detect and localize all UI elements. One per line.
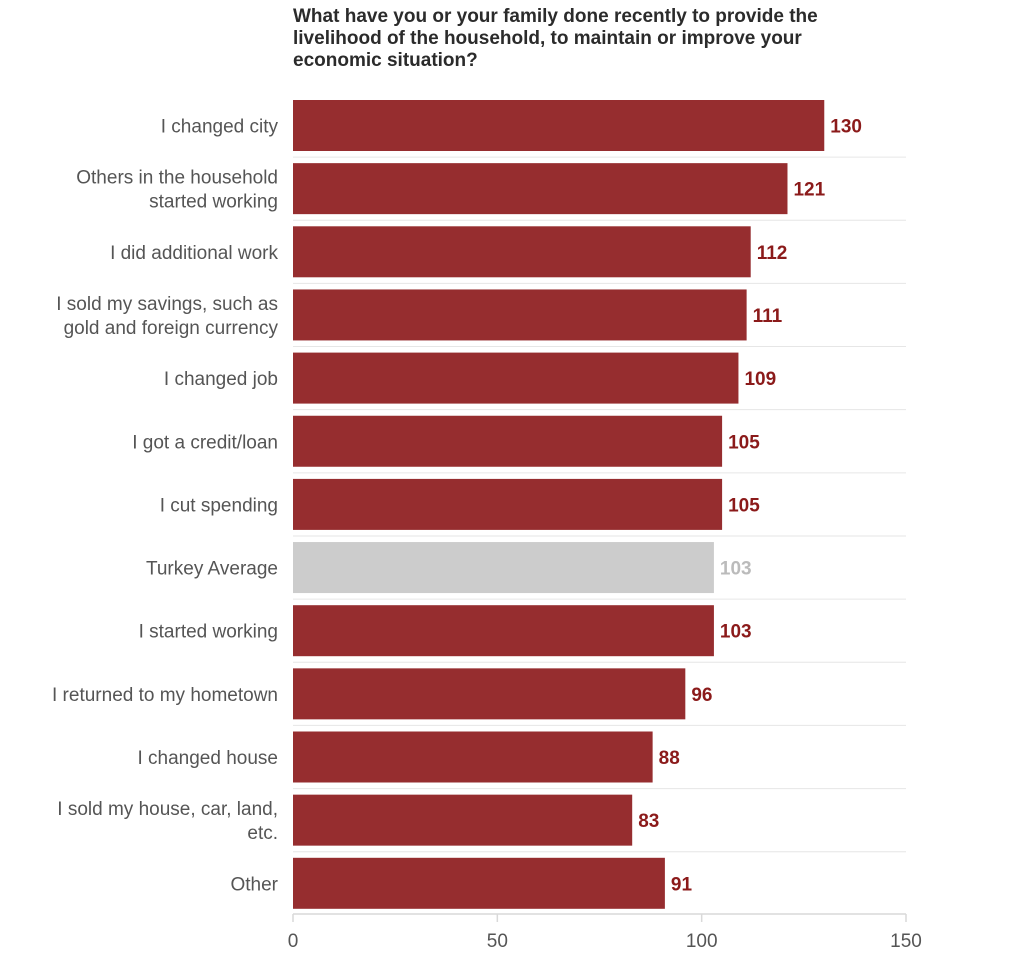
category-label-line: Other — [230, 874, 278, 895]
chart-title: What have you or your family done recent… — [293, 6, 818, 71]
bar — [293, 163, 788, 215]
x-tick-label: 150 — [890, 931, 922, 952]
bar — [293, 794, 633, 846]
bar-value-label: 121 — [793, 180, 825, 201]
x-tick-label: 50 — [487, 931, 508, 952]
row-separators — [293, 156, 906, 853]
category-label-line: I cut spending — [160, 495, 278, 516]
category-label-line: Others in the household — [76, 168, 278, 189]
bar — [293, 226, 751, 278]
category-label: I changed job — [164, 369, 278, 390]
bar — [293, 857, 665, 909]
bar — [293, 415, 723, 467]
category-label: I changed city — [161, 117, 279, 138]
category-label-line: I changed city — [161, 117, 279, 138]
x-tick-label: 100 — [686, 931, 718, 952]
category-label: I got a credit/loan — [132, 432, 278, 453]
category-label-line: I sold my savings, such as — [56, 294, 278, 315]
bar-value-label: 111 — [753, 306, 783, 327]
bar-highlight — [293, 542, 714, 594]
category-label-line: I started working — [139, 622, 278, 643]
bar — [293, 668, 686, 720]
bar-value-label: 91 — [671, 874, 693, 895]
x-tick-label: 0 — [288, 931, 299, 952]
category-label: Other — [230, 874, 278, 895]
category-label: I cut spending — [160, 495, 278, 516]
bar — [293, 731, 653, 783]
bar — [293, 289, 747, 341]
bar-value-label: 105 — [728, 432, 760, 453]
bar — [293, 605, 714, 657]
category-label: I returned to my hometown — [52, 685, 278, 706]
bar-value-label: 83 — [638, 811, 659, 832]
category-label: I changed house — [137, 748, 278, 769]
category-label: I started working — [139, 622, 278, 643]
category-label: I sold my savings, such as gold and forei… — [56, 294, 278, 339]
category-label: I did additional work — [110, 243, 278, 264]
category-labels: I changed city Others in the household sta… — [52, 117, 279, 896]
category-label: Turkey Average — [146, 559, 278, 580]
category-label-line: started working — [149, 192, 278, 213]
bar-value-label: 109 — [744, 369, 776, 390]
bar-value-label: 88 — [659, 748, 680, 769]
bar-value-label: 96 — [691, 685, 712, 706]
category-label-line: gold and foreign currency — [64, 318, 279, 339]
bar — [293, 352, 739, 404]
category-label-line: I changed house — [137, 748, 278, 769]
category-label-line: I returned to my hometown — [52, 685, 278, 706]
bar — [293, 100, 825, 151]
category-label-line: I changed job — [164, 369, 278, 390]
bar-value-label: 103 — [720, 559, 752, 580]
bar-value-label: 112 — [757, 243, 788, 264]
bar-value-label: 105 — [728, 495, 760, 516]
value-labels: 130 121 112 111 109 105 105 103 103 96 88 83 91 — [638, 117, 862, 896]
category-label-line: I got a credit/loan — [132, 432, 278, 453]
category-label: Others in the household started working — [76, 168, 278, 213]
bar-value-label: 103 — [720, 622, 752, 643]
x-axis: 0 50 100 150 — [288, 913, 922, 952]
category-label-line: etc. — [247, 823, 278, 844]
bar — [293, 478, 723, 530]
category-label: I sold my house, car, land, etc. — [57, 799, 278, 844]
bar-value-label: 130 — [830, 117, 862, 138]
category-label-line: I sold my house, car, land, — [57, 799, 278, 820]
bars-group — [293, 100, 825, 909]
category-label-line: I did additional work — [110, 243, 278, 264]
category-label-line: Turkey Average — [146, 559, 278, 580]
